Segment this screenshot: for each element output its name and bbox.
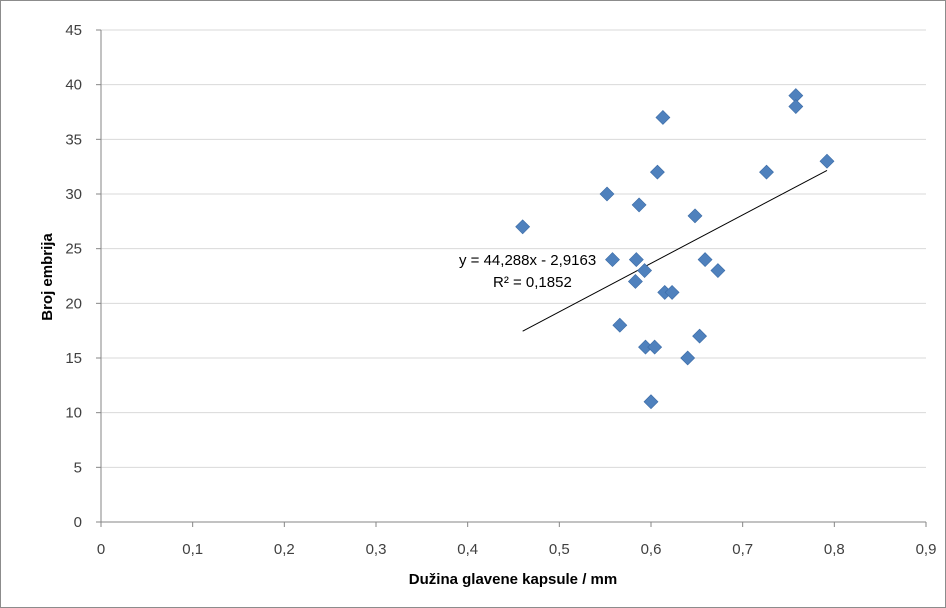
data-point [788,99,804,114]
y-tick-label: 30 [65,186,82,203]
data-point [631,197,647,213]
data-point [710,263,726,278]
x-tick-label: 0,9 [916,541,937,558]
x-tick-label: 0 [97,541,105,558]
y-tick-label: 45 [65,22,82,39]
data-point [692,328,708,344]
data-points [515,88,835,410]
data-point [599,186,615,202]
x-tick-labels: 0 0,1 0,2 0,3 0,4 0,5 0,6 0,7 0,8 0,9 [97,541,937,558]
y-tick-label: 10 [65,405,82,422]
y-tick-labels: 0 5 10 15 20 25 30 35 40 45 [65,22,82,531]
x-tick-label: 0,7 [732,541,753,558]
trendline-r-squared: R² = 0,1852 [493,274,572,291]
y-tick-label: 15 [65,350,82,367]
y-tick-label: 25 [65,241,82,258]
data-point [664,284,680,300]
data-point [655,110,671,125]
x-tick-label: 0,5 [549,541,570,558]
data-point [647,339,663,355]
data-point [649,164,665,180]
x-tick-label: 0,3 [366,541,387,558]
data-point [637,263,653,278]
y-tick-label: 35 [65,131,82,148]
x-axis-title: Dužina glavene kapsule / mm [409,571,617,588]
y-tick-label: 40 [65,77,82,94]
data-point [628,252,644,268]
x-tick-label: 0,6 [641,541,662,558]
data-point [627,274,643,289]
trendline-group [522,169,828,332]
data-point [759,164,774,180]
x-tick-label: 0,4 [457,541,478,558]
axes [96,29,927,527]
data-point [612,317,628,333]
data-point [515,219,531,235]
data-point [819,153,835,169]
data-point [605,252,620,268]
x-tick-label: 0,2 [274,541,295,558]
gridlines [101,29,926,468]
trendline [522,169,828,332]
y-axis-title: Broj embrija [39,233,56,321]
data-point [680,350,696,366]
y-tick-label: 20 [65,295,82,312]
trendline-equation: y = 44,288x - 2,9163 [459,252,596,269]
x-tick-label: 0,8 [824,541,845,558]
data-point [687,208,703,224]
x-tick-label: 0,1 [182,541,203,558]
y-tick-label: 5 [74,459,82,476]
labels: y = 44,288x - 2,9163 R² = 0,1852 Dužina … [39,233,617,588]
data-point [643,394,659,410]
data-point [697,252,713,268]
y-tick-label: 0 [74,514,82,531]
